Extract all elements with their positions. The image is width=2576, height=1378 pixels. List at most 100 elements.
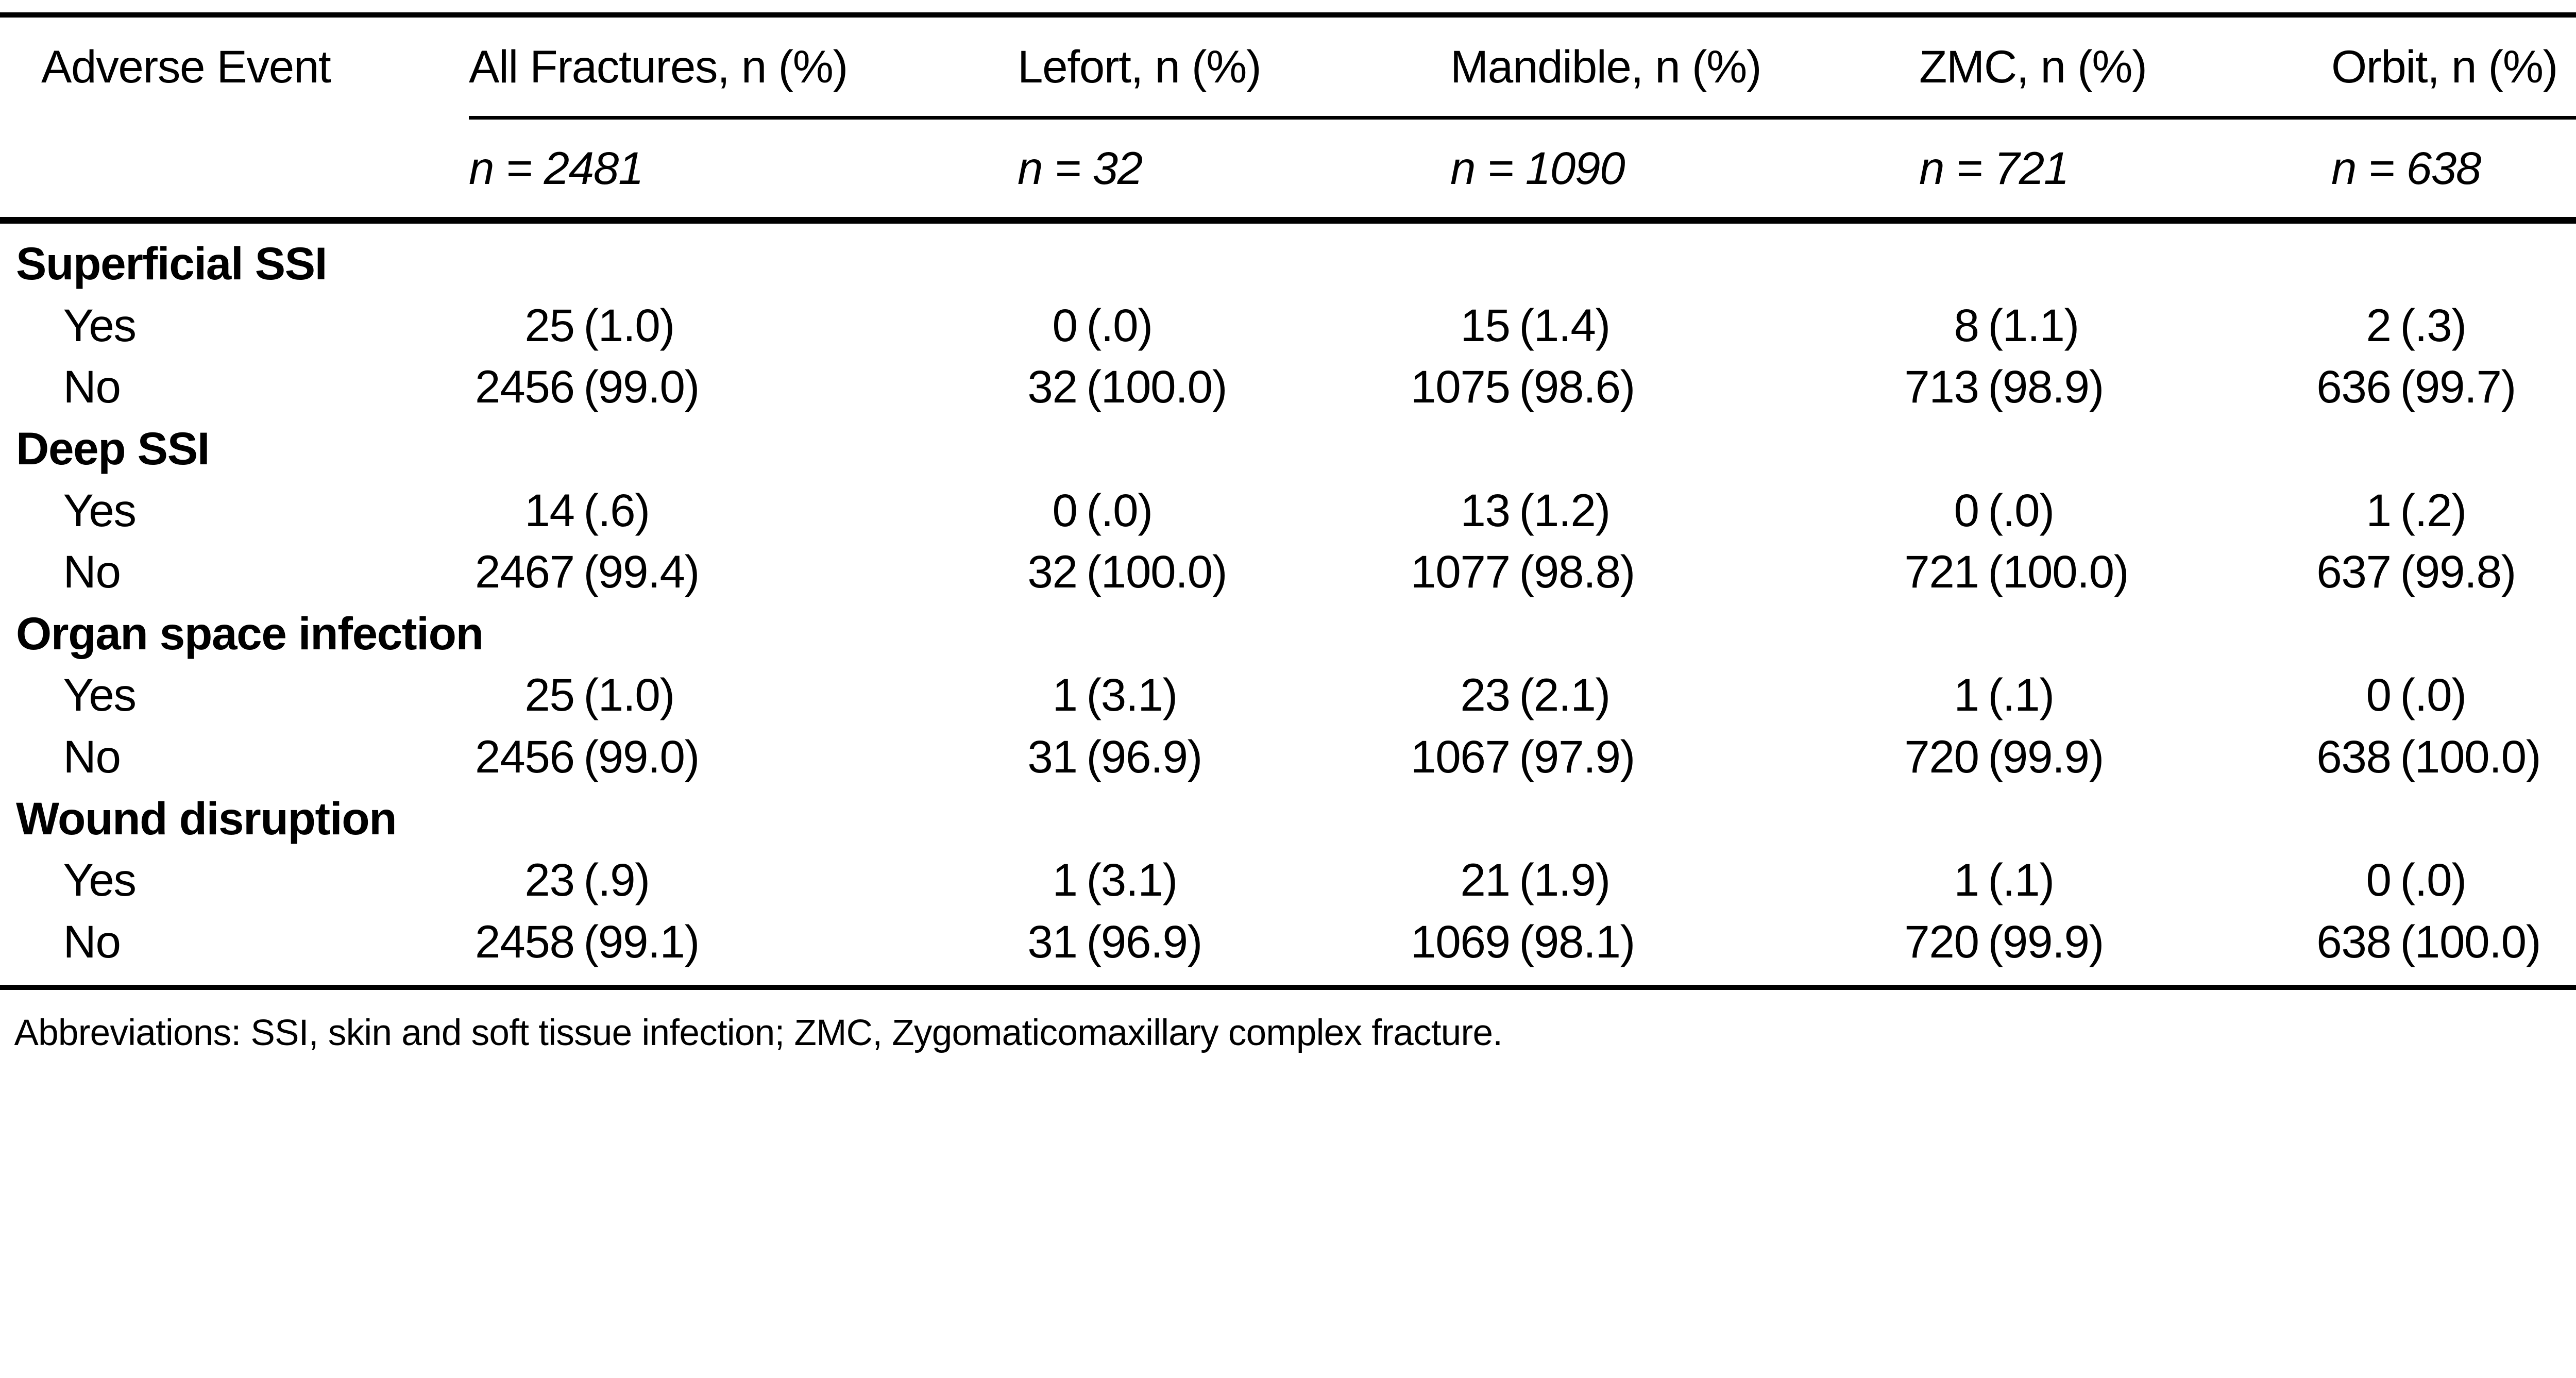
percent-value: (100.0) <box>1988 546 2129 598</box>
table-bottom-rule <box>0 984 2576 990</box>
value-cell: 1069 (98.1) <box>1411 915 1919 968</box>
percent-value: (99.9) <box>1988 731 2104 783</box>
table-row: Yes 25 (1.0) 1 (3.1) 23 (2.1) 1 (.1) 0 (.0) <box>0 664 2576 726</box>
count-value: 1 <box>1954 669 1980 721</box>
count-value: 25 <box>524 299 575 351</box>
count-value: 638 <box>2316 915 2392 967</box>
percent-value: (1.4) <box>1519 299 1611 351</box>
count-value: 1 <box>1052 854 1078 906</box>
col-header-all-fractures: All Fractures, n (%) <box>469 40 848 92</box>
value-cell: 0 (.0) <box>2331 668 2576 721</box>
value-cell: 25 (1.0) <box>469 668 1018 721</box>
value-cell: 14 (.6) <box>469 484 1018 537</box>
percent-value: (99.0) <box>583 361 700 413</box>
value-cell: 32 (100.0) <box>1018 360 1450 413</box>
count-value: 8 <box>1954 299 1980 351</box>
count-value: 721 <box>1904 546 1979 598</box>
percent-value: (.3) <box>2400 299 2467 351</box>
count-value: 0 <box>1954 484 1980 536</box>
table-body: Superficial SSI Yes 25 (1.0) 0 (.0) 15 (1.4) 8 (1… <box>0 224 2576 985</box>
count-value: 2456 <box>475 361 575 413</box>
value-cell: 25 (1.0) <box>469 299 1018 352</box>
row-label: No <box>63 546 121 598</box>
percent-value: (3.1) <box>1086 669 1178 721</box>
count-value: 2458 <box>475 915 575 967</box>
count-value: 32 <box>1027 361 1078 413</box>
count-value: 23 <box>1460 669 1511 721</box>
count-value: 720 <box>1904 915 1979 967</box>
percent-value: (.6) <box>583 484 650 536</box>
value-cell: 721 (100.0) <box>1904 545 2331 598</box>
count-value: 13 <box>1460 484 1511 536</box>
count-value: 2467 <box>475 546 575 598</box>
percent-value: (.9) <box>583 854 650 906</box>
percent-value: (96.9) <box>1086 731 1202 783</box>
value-cell: 0 (.0) <box>1018 484 1450 537</box>
percent-value: (100.0) <box>1086 361 1227 413</box>
percent-value: (98.8) <box>1519 546 1635 598</box>
count-value: 14 <box>524 484 575 536</box>
percent-value: (98.6) <box>1519 361 1635 413</box>
value-cell: 2 (.3) <box>2331 299 2576 352</box>
percent-value: (100.0) <box>2400 915 2541 967</box>
top-margin <box>0 0 2576 12</box>
section-header: Superficial SSI <box>16 238 328 290</box>
count-value: 2456 <box>475 731 575 783</box>
col-subheader-zmc: n = 721 <box>1919 142 2069 194</box>
percent-value: (99.0) <box>583 731 700 783</box>
value-cell: 0 (.0) <box>2331 853 2576 906</box>
percent-value: (98.9) <box>1988 361 2104 413</box>
count-value: 0 <box>1052 299 1078 351</box>
percent-value: (3.1) <box>1086 854 1178 906</box>
percent-value: (1.0) <box>583 669 675 721</box>
percent-value: (.2) <box>2400 484 2467 536</box>
value-cell: 1077 (98.8) <box>1411 545 1919 598</box>
percent-value: (99.9) <box>1988 915 2104 967</box>
percent-value: (96.9) <box>1086 915 1202 967</box>
col-header-orbit: Orbit, n (%) <box>2331 40 2558 92</box>
count-value: 1075 <box>1411 361 1511 413</box>
count-value: 0 <box>2366 669 2392 721</box>
value-cell: 638 (100.0) <box>2316 730 2576 783</box>
percent-value: (1.0) <box>583 299 675 351</box>
value-cell: 1 (.1) <box>1919 853 2331 906</box>
percent-value: (97.9) <box>1519 731 1635 783</box>
journal-table-page: Adverse Event All Fractures, n (%) Lefor… <box>0 0 2576 1053</box>
percent-value: (1.9) <box>1519 854 1611 906</box>
section-header: Wound disruption <box>16 792 397 844</box>
value-cell: 13 (1.2) <box>1450 484 1919 537</box>
count-value: 25 <box>524 669 575 721</box>
count-value: 31 <box>1027 731 1078 783</box>
value-cell: 21 (1.9) <box>1450 853 1919 906</box>
value-cell: 15 (1.4) <box>1450 299 1919 352</box>
row-label: Yes <box>63 854 137 906</box>
table-row: No 2456 (99.0) 31 (96.9) 1067 (97.9) 720 (99.9) 6… <box>0 726 2576 788</box>
value-cell: 1 (.1) <box>1919 668 2331 721</box>
value-cell: 0 (.0) <box>1018 299 1450 352</box>
percent-value: (98.1) <box>1519 915 1635 967</box>
row-label: No <box>63 731 121 783</box>
count-value: 1077 <box>1411 546 1511 598</box>
percent-value: (99.1) <box>583 915 700 967</box>
col-subheader-mandible: n = 1090 <box>1450 142 1625 194</box>
table-row: Yes 23 (.9) 1 (3.1) 21 (1.9) 1 (.1) 0 (.0) <box>0 849 2576 911</box>
count-value: 21 <box>1460 854 1511 906</box>
table-top-rule <box>0 12 2576 18</box>
table-row: No 2456 (99.0) 32 (100.0) 1075 (98.6) 713 (98.9)… <box>0 356 2576 418</box>
value-cell: 1 (3.1) <box>1018 853 1450 906</box>
value-cell: 720 (99.9) <box>1904 915 2331 968</box>
table-footnote: Abbreviations: SSI, skin and soft tissue… <box>14 1012 1503 1053</box>
row-label: Yes <box>63 669 137 721</box>
section-header: Organ space infection <box>16 607 484 659</box>
row-label: Yes <box>63 299 137 351</box>
value-cell: 8 (1.1) <box>1919 299 2331 352</box>
header-bottom-rule <box>0 217 2576 224</box>
percent-value: (.0) <box>1988 484 2055 536</box>
col-subheader-lefort: n = 32 <box>1018 142 1143 194</box>
col-subheader-all-fractures: n = 2481 <box>469 142 644 194</box>
count-value: 720 <box>1904 731 1979 783</box>
count-value: 636 <box>2316 361 2392 413</box>
table-header-row: Adverse Event All Fractures, n (%) Lefor… <box>0 18 2576 116</box>
col-header-mandible: Mandible, n (%) <box>1450 40 1762 92</box>
percent-value: (99.8) <box>2400 546 2516 598</box>
